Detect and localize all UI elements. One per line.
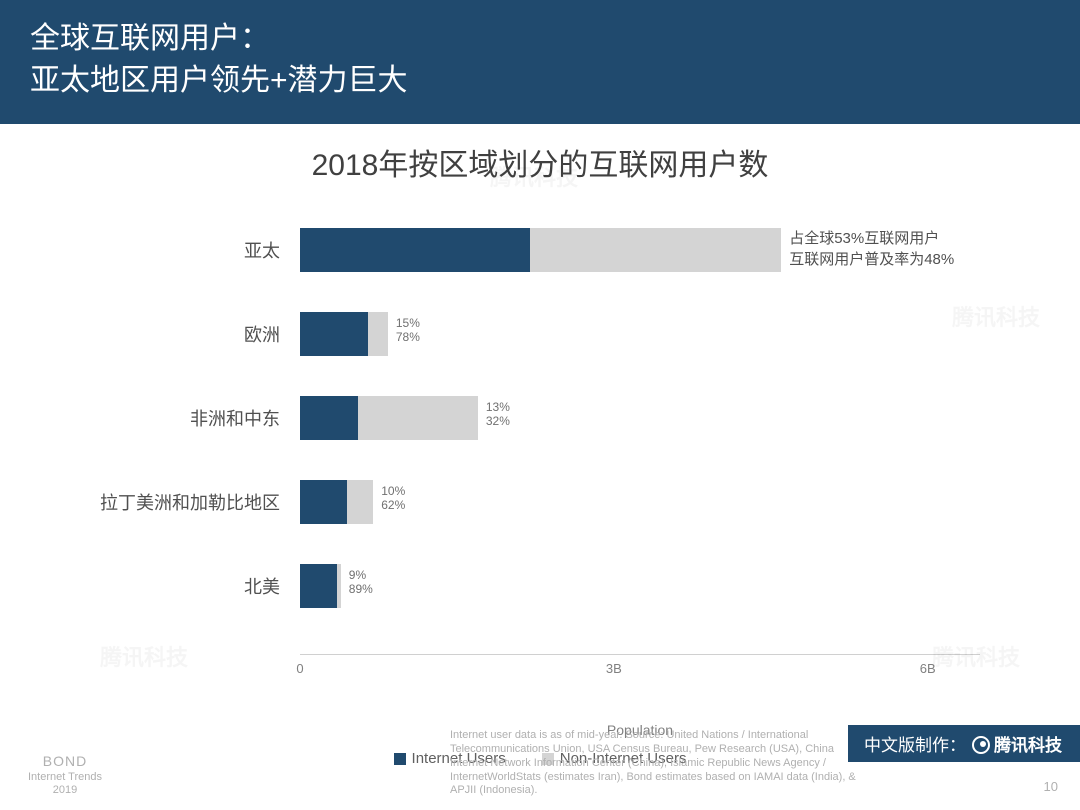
bar-track: 15%78% [300, 312, 980, 356]
bar-row: 非洲和中东13%32% [300, 382, 980, 454]
footer-bond: BOND [28, 753, 102, 771]
bar-track: 13%32% [300, 396, 980, 440]
x-axis: 03B6B [300, 654, 980, 694]
x-tick: 3B [606, 661, 622, 676]
bar-segment-internet [300, 564, 337, 608]
footer-left: BOND Internet Trends 2019 [28, 753, 102, 798]
footer-year: 2019 [28, 784, 102, 798]
bar-row: 欧洲15%78% [300, 298, 980, 370]
footer: BOND Internet Trends 2019 Internet user … [0, 729, 1080, 798]
bar-track: 10%62% [300, 480, 980, 524]
footer-source: Internet user data is as of mid-year. So… [210, 729, 870, 798]
x-tick: 6B [920, 661, 936, 676]
slide: 全球互联网用户： 亚太地区用户领先+潜力巨大 2018年按区域划分的互联网用户数… [0, 0, 1080, 810]
header-line1: 全球互联网用户： [30, 18, 1050, 60]
footer-trends: Internet Trends [28, 771, 102, 785]
bar-annotation: 9%89% [349, 568, 373, 597]
page-number: 10 [1044, 779, 1058, 794]
bar-annotation: 占全球53%互联网用户互联网用户普及率为48% [789, 228, 954, 270]
bar-track: 占全球53%互联网用户互联网用户普及率为48% [300, 228, 980, 272]
x-tick: 0 [296, 661, 303, 676]
bar-category-label: 拉丁美洲和加勒比地区 [40, 489, 290, 515]
bar-category-label: 北美 [40, 573, 290, 599]
bar-row: 亚太占全球53%互联网用户互联网用户普及率为48% [300, 214, 980, 286]
bar-segment-non-internet [337, 564, 341, 608]
bar-segment-non-internet [368, 312, 388, 356]
bar-segment-non-internet [530, 228, 781, 272]
header-line2: 亚太地区用户领先+潜力巨大 [30, 60, 1050, 102]
bar-category-label: 非洲和中东 [40, 405, 290, 431]
bar-annotation: 13%32% [486, 400, 510, 429]
bar-segment-internet [300, 396, 358, 440]
chart-title: 2018年按区域划分的互联网用户数 [40, 140, 1040, 184]
bar-segment-internet [300, 480, 347, 524]
bar-annotation: 10%62% [381, 484, 405, 513]
bars-zone: 亚太占全球53%互联网用户互联网用户普及率为48% 欧洲15%78% 非洲和中东13… [300, 214, 980, 654]
bar-annotation: 15%78% [396, 316, 420, 345]
bar-row: 拉丁美洲和加勒比地区10%62% [300, 466, 980, 538]
header: 全球互联网用户： 亚太地区用户领先+潜力巨大 [0, 0, 1080, 124]
bar-segment-internet [300, 228, 530, 272]
bar-segment-non-internet [347, 480, 373, 524]
bar-segment-non-internet [358, 396, 478, 440]
bar-category-label: 亚太 [40, 237, 290, 263]
bar-category-label: 欧洲 [40, 321, 290, 347]
bar-segment-internet [300, 312, 368, 356]
bar-row: 北美9%89% [300, 550, 980, 622]
chart-area: 2018年按区域划分的互联网用户数 亚太占全球53%互联网用户互联网用户普及率为… [40, 140, 1040, 720]
bar-track: 9%89% [300, 564, 980, 608]
